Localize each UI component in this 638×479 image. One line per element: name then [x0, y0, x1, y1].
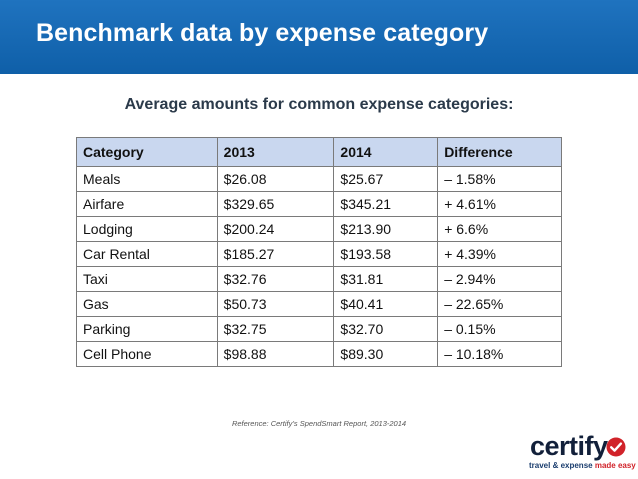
column-header-difference: Difference: [437, 137, 562, 167]
cell-2014: $32.70: [333, 316, 439, 342]
logo-tagline: travel & expense made easy: [529, 461, 636, 470]
cell-difference: – 2.94%: [437, 266, 562, 292]
table-row: Airfare $329.65 $345.21 + 4.61%: [76, 191, 562, 217]
cell-difference: – 10.18%: [437, 341, 562, 367]
cell-2014: $40.41: [333, 291, 439, 317]
table-row: Taxi $32.76 $31.81 – 2.94%: [76, 266, 562, 292]
cell-2013: $26.08: [216, 166, 335, 192]
table-row: Gas $50.73 $40.41 – 22.65%: [76, 291, 562, 317]
cell-difference: + 4.61%: [437, 191, 562, 217]
cell-difference: + 4.39%: [437, 241, 562, 267]
table-row: Parking $32.75 $32.70 – 0.15%: [76, 316, 562, 342]
column-header-category: Category: [76, 137, 218, 167]
reference-note: Reference: Certify’s SpendSmart Report, …: [231, 419, 407, 428]
column-header-2014: 2014: [333, 137, 439, 167]
cell-difference: + 6.6%: [437, 216, 562, 242]
cell-2014: $213.90: [333, 216, 439, 242]
header-banner: Benchmark data by expense category: [0, 0, 638, 74]
benchmark-table: Category 2013 2014 Difference Meals $26.…: [76, 137, 562, 367]
cell-2013: $329.65: [216, 191, 335, 217]
cell-2013: $200.24: [216, 216, 335, 242]
table-row: Car Rental $185.27 $193.58 + 4.39%: [76, 241, 562, 267]
cell-category: Meals: [76, 166, 218, 192]
cell-2014: $193.58: [333, 241, 439, 267]
cell-2014: $345.21: [333, 191, 439, 217]
cell-2013: $32.75: [216, 316, 335, 342]
cell-category: Parking: [76, 316, 218, 342]
cell-category: Airfare: [76, 191, 218, 217]
cell-2013: $32.76: [216, 266, 335, 292]
checkmark-circle-icon: [606, 437, 626, 457]
cell-difference: – 22.65%: [437, 291, 562, 317]
cell-2013: $185.27: [216, 241, 335, 267]
logo-wordmark: certify: [530, 431, 608, 461]
cell-2013: $98.88: [216, 341, 335, 367]
cell-category: Lodging: [76, 216, 218, 242]
logo-tagline-accent: made easy: [594, 461, 636, 470]
cell-category: Taxi: [76, 266, 218, 292]
cell-2013: $50.73: [216, 291, 335, 317]
table-subtitle: Average amounts for common expense categ…: [124, 96, 514, 113]
cell-category: Car Rental: [76, 241, 218, 267]
cell-2014: $89.30: [333, 341, 439, 367]
cell-difference: – 0.15%: [437, 316, 562, 342]
cell-2014: $31.81: [333, 266, 439, 292]
cell-2014: $25.67: [333, 166, 439, 192]
table-row: Lodging $200.24 $213.90 + 6.6%: [76, 216, 562, 242]
logo-tagline-main: travel & expense: [529, 461, 593, 470]
page-title: Benchmark data by expense category: [36, 19, 489, 47]
cell-category: Gas: [76, 291, 218, 317]
table-row: Cell Phone $98.88 $89.30 – 10.18%: [76, 341, 562, 367]
column-header-2013: 2013: [216, 137, 335, 167]
table-header-row: Category 2013 2014 Difference: [76, 137, 562, 167]
table-row: Meals $26.08 $25.67 – 1.58%: [76, 166, 562, 192]
cell-category: Cell Phone: [76, 341, 218, 367]
cell-difference: – 1.58%: [437, 166, 562, 192]
certify-logo: certify travel & expense made easy: [526, 431, 636, 473]
